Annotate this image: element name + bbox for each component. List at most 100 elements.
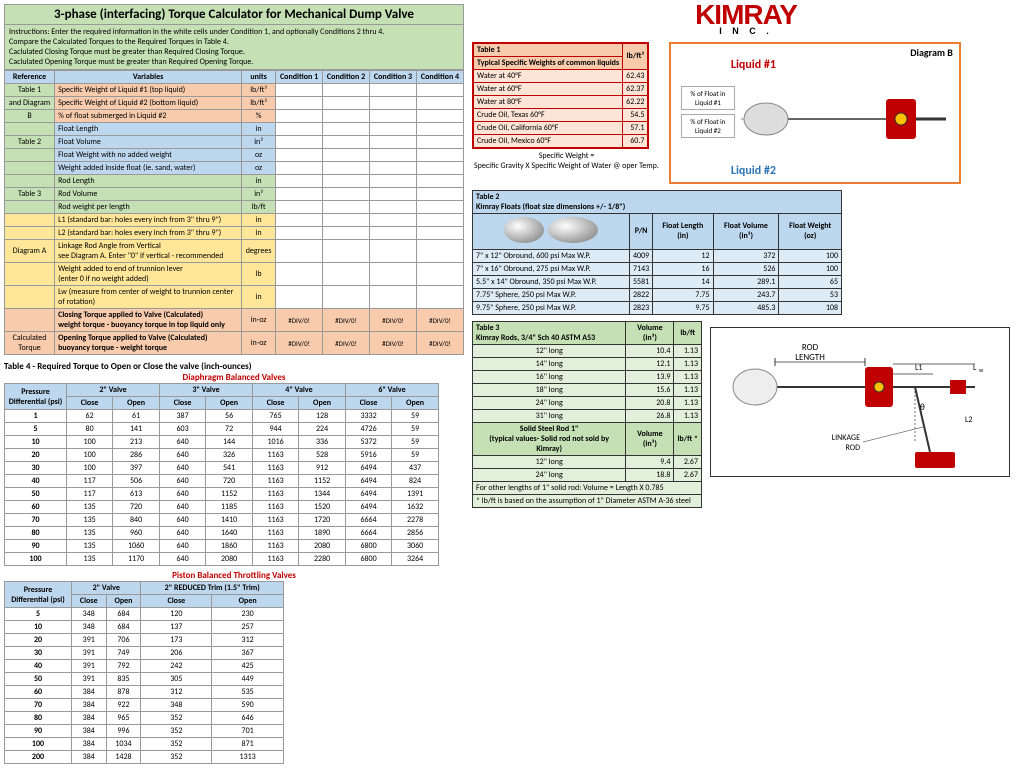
input-cell[interactable]	[416, 188, 463, 201]
input-cell[interactable]	[416, 84, 463, 97]
data-cell: 840	[113, 514, 160, 527]
input-cell[interactable]	[276, 286, 323, 309]
input-cell[interactable]	[276, 110, 323, 123]
input-cell[interactable]	[323, 97, 370, 110]
input-cell[interactable]	[370, 97, 417, 110]
input-cell[interactable]	[276, 227, 323, 240]
diaphragm-title: Diaphragm Balanced Valves	[4, 372, 464, 383]
var-cell: Opening Torque applied to Valve (Calcula…	[55, 332, 242, 355]
data-cell: 70	[5, 514, 67, 527]
input-cell[interactable]	[370, 149, 417, 162]
svg-text:L2: L2	[965, 415, 972, 425]
data-cell: 80	[5, 712, 72, 725]
data-cell: Crude Oil, Mexico 60°F	[473, 134, 623, 148]
input-cell[interactable]	[323, 110, 370, 123]
input-cell[interactable]	[276, 175, 323, 188]
col-header: Pressure Differential (psi)	[5, 582, 72, 608]
input-cell[interactable]	[416, 286, 463, 309]
data-cell: 135	[67, 540, 113, 553]
data-cell: 15.6	[626, 383, 674, 396]
data-cell: 996	[106, 725, 141, 738]
input-cell[interactable]	[416, 175, 463, 188]
data-cell: 352	[141, 738, 212, 751]
input-cell[interactable]	[276, 263, 323, 286]
data-cell: 326	[206, 449, 253, 462]
input-cell[interactable]	[416, 123, 463, 136]
input-cell[interactable]	[370, 136, 417, 149]
input-cell[interactable]	[276, 240, 323, 263]
data-cell: 6494	[345, 501, 391, 514]
input-cell[interactable]	[370, 240, 417, 263]
data-cell: 1632	[392, 501, 439, 514]
input-cell[interactable]	[323, 136, 370, 149]
input-cell[interactable]	[370, 123, 417, 136]
input-cell[interactable]	[370, 84, 417, 97]
data-cell: 1.13	[674, 409, 702, 422]
input-cell[interactable]	[370, 201, 417, 214]
input-cell[interactable]	[370, 214, 417, 227]
data-cell: 30	[5, 647, 72, 660]
input-cell[interactable]	[276, 214, 323, 227]
calc-cell: #DIV/0!	[416, 332, 463, 355]
input-cell[interactable]	[323, 263, 370, 286]
ref-cell	[5, 309, 55, 332]
input-cell[interactable]	[323, 240, 370, 263]
input-cell[interactable]	[416, 240, 463, 263]
input-cell[interactable]	[370, 175, 417, 188]
input-cell[interactable]	[370, 110, 417, 123]
input-cell[interactable]	[323, 123, 370, 136]
input-cell[interactable]	[370, 263, 417, 286]
data-cell: 6494	[345, 488, 391, 501]
input-cell[interactable]	[276, 149, 323, 162]
data-cell: 1170	[113, 553, 160, 566]
input-cell[interactable]	[416, 227, 463, 240]
input-cell[interactable]	[370, 162, 417, 175]
data-cell: 135	[67, 527, 113, 540]
input-cell[interactable]	[416, 214, 463, 227]
input-cell[interactable]	[416, 136, 463, 149]
input-cell[interactable]	[416, 162, 463, 175]
input-cell[interactable]	[323, 201, 370, 214]
input-cell[interactable]	[276, 201, 323, 214]
input-cell[interactable]	[370, 227, 417, 240]
data-cell: 640	[159, 462, 205, 475]
input-cell[interactable]	[323, 188, 370, 201]
input-cell[interactable]	[276, 123, 323, 136]
input-cell[interactable]	[276, 84, 323, 97]
data-cell: 3264	[392, 553, 439, 566]
data-cell: 878	[106, 686, 141, 699]
input-cell[interactable]	[416, 97, 463, 110]
input-cell[interactable]	[323, 162, 370, 175]
input-cell[interactable]	[323, 175, 370, 188]
input-cell[interactable]	[276, 162, 323, 175]
input-cell[interactable]	[416, 110, 463, 123]
unit-cell: lb	[242, 263, 276, 286]
input-cell[interactable]	[370, 286, 417, 309]
instruction-line: Caclulated Opening Torque must be greate…	[9, 57, 459, 67]
page-title: 3-phase (interfacing) Torque Calculator …	[4, 4, 464, 25]
data-cell: 117	[67, 488, 113, 501]
input-cell[interactable]	[276, 136, 323, 149]
data-cell: 1.13	[674, 344, 702, 357]
unit-cell: in	[242, 227, 276, 240]
data-cell: 640	[159, 527, 205, 540]
data-cell: 391	[72, 634, 107, 647]
input-cell[interactable]	[416, 201, 463, 214]
data-cell: 200	[5, 751, 72, 764]
input-cell[interactable]	[276, 188, 323, 201]
input-cell[interactable]	[276, 97, 323, 110]
data-cell: 701	[212, 725, 284, 738]
col-header: Open	[212, 595, 284, 608]
input-cell[interactable]	[323, 286, 370, 309]
data-cell: 14	[653, 275, 713, 288]
input-cell[interactable]	[323, 227, 370, 240]
input-cell[interactable]	[370, 188, 417, 201]
data-cell: 62	[67, 410, 113, 423]
input-cell[interactable]	[323, 149, 370, 162]
data-cell: 5	[5, 423, 67, 436]
input-cell[interactable]	[416, 149, 463, 162]
input-cell[interactable]	[416, 263, 463, 286]
data-cell: 1344	[299, 488, 346, 501]
input-cell[interactable]	[323, 84, 370, 97]
input-cell[interactable]	[323, 214, 370, 227]
